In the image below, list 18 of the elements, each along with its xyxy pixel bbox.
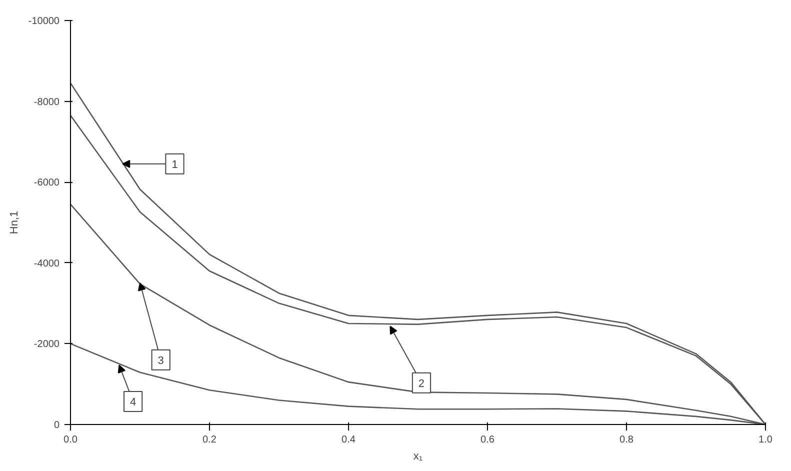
- annotation: 2: [418, 378, 425, 390]
- y-tick-label: -2000: [34, 339, 60, 350]
- y-tick-label: -8000: [34, 96, 60, 108]
- x-tick-label: 0.4: [342, 434, 356, 446]
- x-tick-label: 1.0: [758, 434, 773, 446]
- y-tick-label: -4000: [34, 258, 60, 270]
- x-tick-label: 0.8: [620, 434, 634, 446]
- x-tick-label: 0.2: [202, 434, 217, 446]
- x-tick-label: 0.6: [480, 434, 495, 446]
- annotation: 1: [172, 158, 178, 171]
- annotation: 3: [158, 354, 164, 367]
- y-tick-label: 0: [54, 420, 60, 431]
- annotation: 4: [130, 396, 136, 408]
- x-axis-title: x₁: [413, 450, 423, 462]
- x-tick-label: 0.0: [64, 434, 78, 446]
- y-tick-label: -6000: [34, 178, 60, 189]
- y-axis-title: Hn,1: [8, 210, 20, 234]
- y-tick-label: -10000: [28, 16, 60, 27]
